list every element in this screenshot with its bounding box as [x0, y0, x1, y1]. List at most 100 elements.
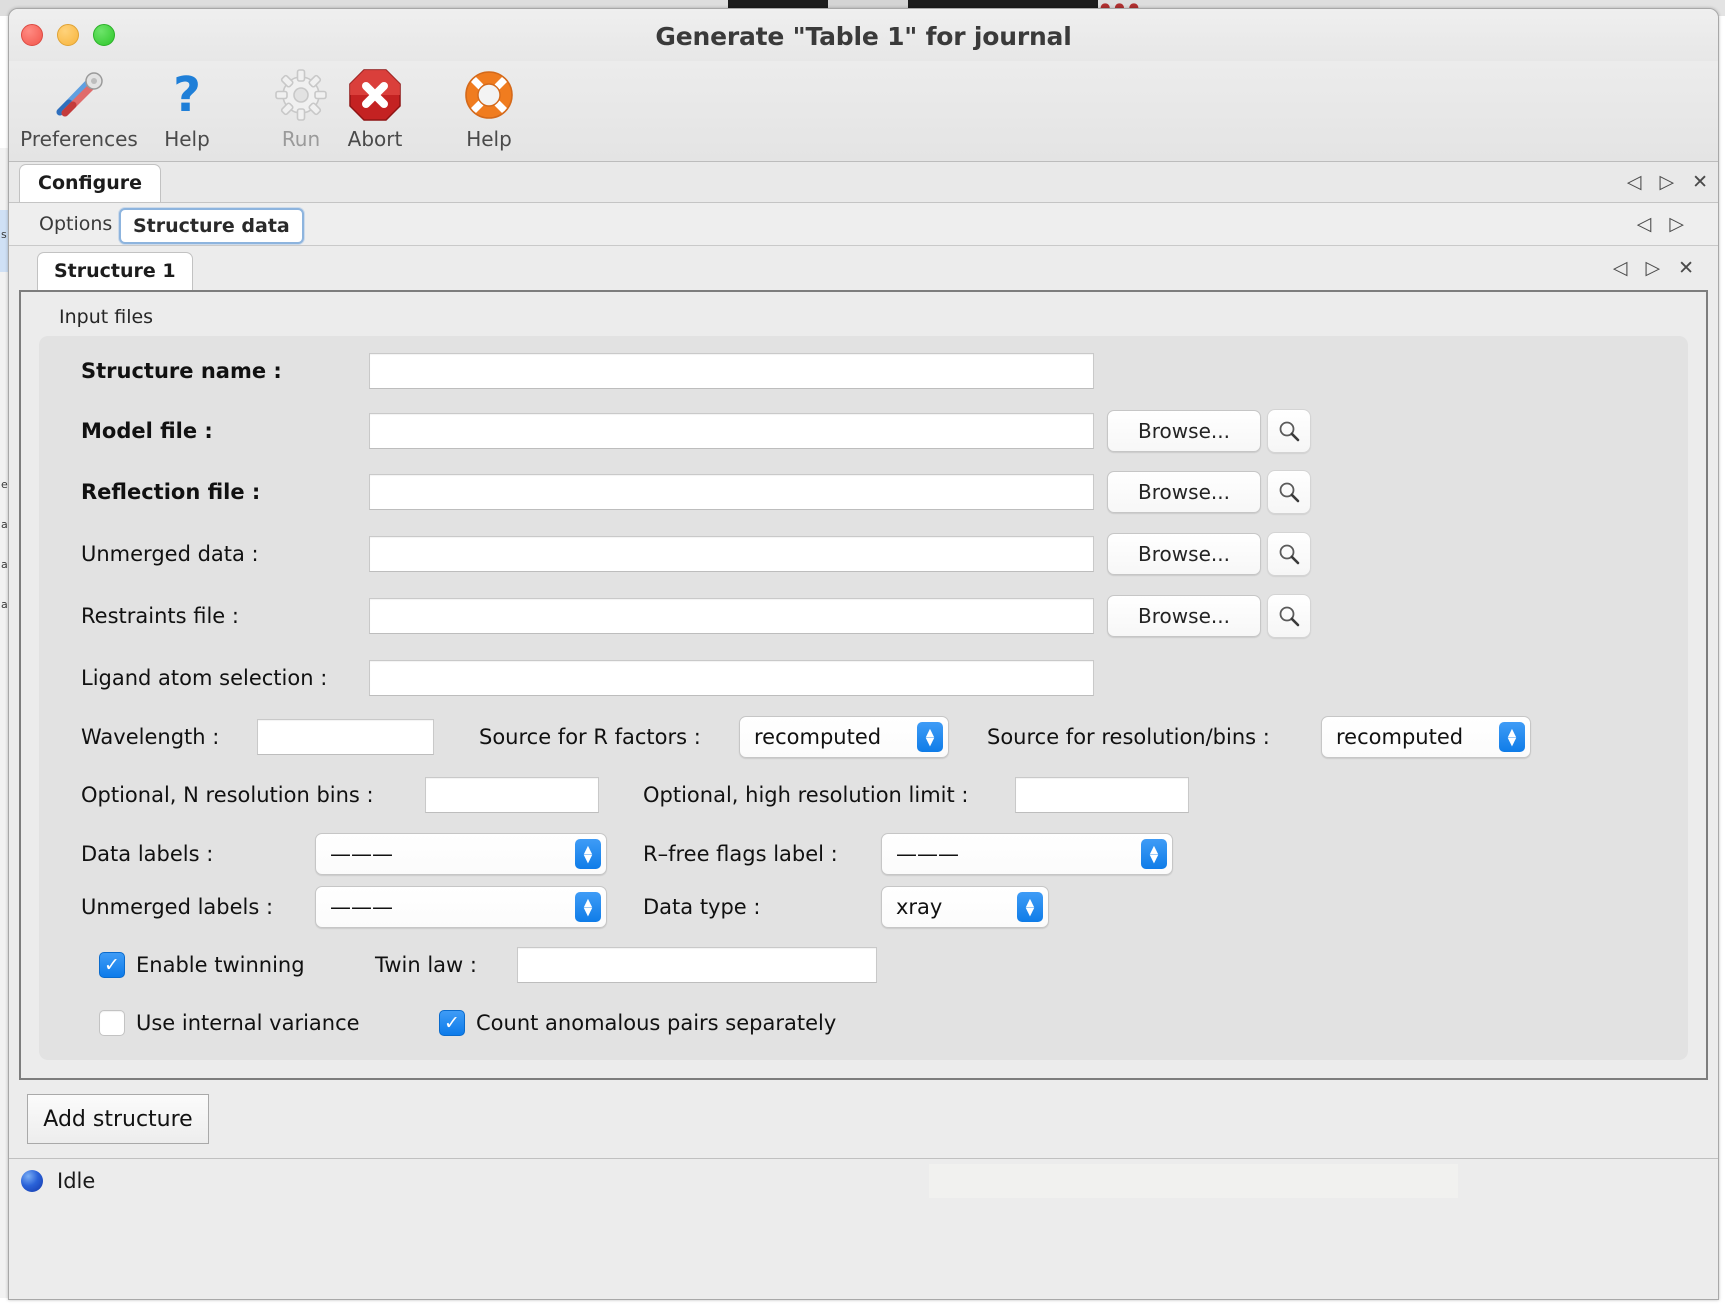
magnifier-icon: [1279, 544, 1300, 565]
magnifier-button-reflection-file[interactable]: [1267, 470, 1311, 514]
configure-prev-icon[interactable]: ◁: [1626, 171, 1642, 193]
chevron-up-down-icon: ▲ ▼: [575, 892, 601, 922]
subtab-prev-icon[interactable]: ◁: [1636, 213, 1652, 235]
svg-text:?: ?: [173, 67, 201, 123]
label-ligand-atom-selection: Ligand atom selection :: [81, 666, 328, 690]
source-resolution-bins-value: recomputed: [1336, 725, 1464, 749]
label-rfree-flags: R–free flags label :: [643, 842, 838, 866]
row-model-file: Model file : Browse...: [39, 406, 1688, 456]
minimize-button[interactable]: [57, 24, 79, 46]
toolbar: Preferences ? Help: [9, 61, 1718, 162]
tab-configure[interactable]: Configure: [19, 164, 161, 202]
question-mark-icon: ?: [127, 65, 247, 125]
toolbar-button-abort[interactable]: Abort: [315, 65, 435, 151]
twin-law-input[interactable]: [517, 947, 877, 983]
reflection-file-input[interactable]: [369, 474, 1094, 510]
label-high-resolution-limit: Optional, high resolution limit :: [643, 783, 969, 807]
model-file-input[interactable]: [369, 413, 1094, 449]
subtab-nav-group: ◁ ▷: [1637, 213, 1684, 235]
browse-button-reflection-file[interactable]: Browse...: [1107, 471, 1261, 513]
toolbar-button-help[interactable]: ? Help: [127, 65, 247, 151]
checkbox-label-count-anomalous-pairs: Count anomalous pairs separately: [476, 1011, 837, 1035]
row-structure-name: Structure name :: [39, 346, 1688, 396]
configure-close-icon[interactable]: ✕: [1692, 171, 1708, 193]
wavelength-input[interactable]: [257, 719, 434, 755]
n-resolution-bins-input[interactable]: [425, 777, 599, 813]
checkbox-count-anomalous-pairs[interactable]: ✓ Count anomalous pairs separately: [439, 1010, 836, 1036]
configure-tab-bar: Configure ◁ ▷ ✕: [9, 162, 1718, 203]
ligand-atom-selection-input[interactable]: [369, 660, 1094, 696]
close-button[interactable]: [21, 24, 43, 46]
row-ligand-atom-selection: Ligand atom selection :: [39, 653, 1688, 703]
unmerged-data-input[interactable]: [369, 536, 1094, 572]
browse-button-unmerged-data[interactable]: Browse...: [1107, 533, 1261, 575]
structure-close-icon[interactable]: ✕: [1678, 257, 1694, 279]
browse-button-restraints-file[interactable]: Browse...: [1107, 595, 1261, 637]
bg-left-text: e: [1, 478, 8, 491]
unmerged-labels-popup[interactable]: ——— ▲ ▼: [315, 886, 607, 928]
label-unmerged-data: Unmerged data :: [81, 542, 259, 566]
label-restraints-file: Restraints file :: [81, 604, 239, 628]
data-labels-popup[interactable]: ——— ▲ ▼: [315, 833, 607, 875]
toolbar-button-help-2[interactable]: Help: [429, 65, 549, 151]
configure-nav-group: ◁ ▷ ✕: [1627, 171, 1708, 193]
tab-structure-data[interactable]: Structure data: [119, 208, 304, 244]
source-r-factors-popup[interactable]: recomputed ▲ ▼: [739, 716, 949, 758]
status-text: Idle: [57, 1169, 96, 1193]
magnifier-button-unmerged-data[interactable]: [1267, 532, 1311, 576]
tools-icon: [19, 65, 139, 125]
label-n-resolution-bins: Optional, N resolution bins :: [81, 783, 374, 807]
structure-prev-icon[interactable]: ◁: [1612, 257, 1628, 279]
restraints-file-input[interactable]: [369, 598, 1094, 634]
subtab-next-icon[interactable]: ▷: [1669, 213, 1684, 235]
label-wavelength: Wavelength :: [81, 725, 220, 749]
subtab-bar: Options Structure data ◁ ▷: [9, 203, 1718, 246]
chevron-up-down-icon: ▲ ▼: [917, 722, 943, 752]
row-unmerged-data: Unmerged data : Browse...: [39, 529, 1688, 579]
checkbox-enable-twinning[interactable]: ✓ Enable twinning: [99, 952, 305, 978]
chevron-up-down-icon: ▲ ▼: [575, 839, 601, 869]
source-resolution-bins-popup[interactable]: recomputed ▲ ▼: [1321, 716, 1531, 758]
row-wavelength: Wavelength : Source for R factors : reco…: [39, 712, 1688, 762]
label-unmerged-labels: Unmerged labels :: [81, 895, 274, 919]
high-resolution-limit-input[interactable]: [1015, 777, 1189, 813]
maximize-button[interactable]: [93, 24, 115, 46]
checkbox-use-internal-variance[interactable]: Use internal variance: [99, 1010, 360, 1036]
life-ring-icon: [429, 65, 549, 125]
structure-panel: Input files Structure name : Model file …: [19, 290, 1708, 1080]
toolbar-label-run: Run: [281, 127, 321, 151]
data-type-popup[interactable]: xray ▲ ▼: [881, 886, 1049, 928]
browse-button-model-file[interactable]: Browse...: [1107, 410, 1261, 452]
checkbox-box-enable-twinning: ✓: [99, 952, 125, 978]
data-type-value: xray: [896, 895, 943, 919]
toolbar-button-preferences[interactable]: Preferences: [19, 65, 139, 151]
label-structure-name: Structure name :: [81, 359, 282, 383]
bg-left-text: a: [1, 558, 8, 571]
structure-name-input[interactable]: [369, 353, 1094, 389]
status-progress-area: [929, 1164, 1458, 1198]
magnifier-icon: [1279, 482, 1300, 503]
row-twinning: ✓ Enable twinning Twin law :: [39, 940, 1688, 990]
unmerged-labels-value: ———: [330, 895, 393, 919]
add-structure-button[interactable]: Add structure: [27, 1094, 209, 1144]
data-labels-value: ———: [330, 842, 393, 866]
tab-structure-1[interactable]: Structure 1: [37, 252, 193, 290]
toolbar-button-run[interactable]: Run: [241, 65, 361, 151]
titlebar: Generate "Table 1" for journal: [9, 9, 1718, 61]
label-data-type: Data type :: [643, 895, 761, 919]
tab-options[interactable]: Options: [39, 213, 113, 235]
checkbox-box-count-anomalous-pairs: ✓: [439, 1010, 465, 1036]
magnifier-button-restraints-file[interactable]: [1267, 594, 1311, 638]
label-data-labels: Data labels :: [81, 842, 214, 866]
bottom-button-area: Add structure: [9, 1080, 1718, 1158]
gear-icon: [241, 65, 361, 125]
toolbar-label-abort: Abort: [347, 127, 403, 151]
toolbar-label-preferences: Preferences: [20, 127, 138, 151]
configure-next-icon[interactable]: ▷: [1659, 171, 1675, 193]
magnifier-icon: [1279, 606, 1300, 627]
structure-next-icon[interactable]: ▷: [1645, 257, 1661, 279]
group-title-input-files: Input files: [59, 306, 154, 328]
rfree-flags-popup[interactable]: ——— ▲ ▼: [881, 833, 1173, 875]
magnifier-button-model-file[interactable]: [1267, 409, 1311, 453]
row-reflection-file: Reflection file : Browse...: [39, 467, 1688, 517]
